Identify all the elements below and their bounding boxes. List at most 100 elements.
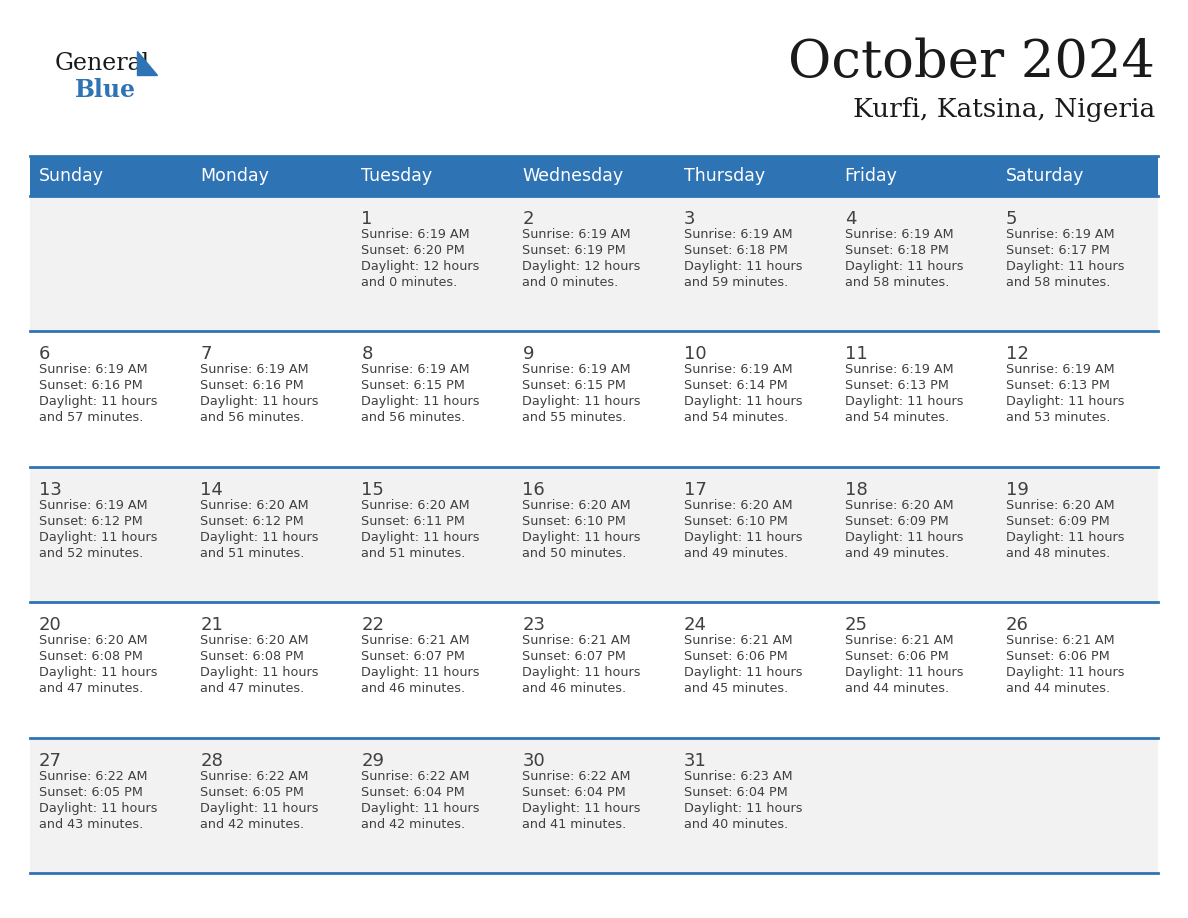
- Text: Sunrise: 6:19 AM: Sunrise: 6:19 AM: [361, 228, 470, 241]
- Text: Sunrise: 6:20 AM: Sunrise: 6:20 AM: [1006, 498, 1114, 512]
- Text: Sunrise: 6:20 AM: Sunrise: 6:20 AM: [523, 498, 631, 512]
- Text: Sunday: Sunday: [39, 167, 105, 185]
- Text: Daylight: 11 hours: Daylight: 11 hours: [200, 396, 318, 409]
- Text: Daylight: 11 hours: Daylight: 11 hours: [845, 531, 963, 543]
- Text: Daylight: 11 hours: Daylight: 11 hours: [1006, 396, 1124, 409]
- Text: Daylight: 11 hours: Daylight: 11 hours: [39, 801, 158, 814]
- Text: Daylight: 11 hours: Daylight: 11 hours: [200, 531, 318, 543]
- Text: 8: 8: [361, 345, 373, 364]
- Text: and 0 minutes.: and 0 minutes.: [361, 276, 457, 289]
- Text: 30: 30: [523, 752, 545, 769]
- Text: Sunrise: 6:19 AM: Sunrise: 6:19 AM: [845, 228, 953, 241]
- Text: Sunrise: 6:21 AM: Sunrise: 6:21 AM: [523, 634, 631, 647]
- Bar: [30, 156, 1158, 196]
- Text: and 45 minutes.: and 45 minutes.: [683, 682, 788, 695]
- Text: 12: 12: [1006, 345, 1029, 364]
- Text: and 44 minutes.: and 44 minutes.: [845, 682, 949, 695]
- Text: Daylight: 11 hours: Daylight: 11 hours: [683, 531, 802, 543]
- Text: Sunset: 6:05 PM: Sunset: 6:05 PM: [39, 786, 143, 799]
- Text: and 58 minutes.: and 58 minutes.: [845, 276, 949, 289]
- Text: Sunset: 6:04 PM: Sunset: 6:04 PM: [523, 786, 626, 799]
- Text: Sunset: 6:12 PM: Sunset: 6:12 PM: [200, 515, 304, 528]
- Text: 25: 25: [845, 616, 867, 634]
- Text: and 57 minutes.: and 57 minutes.: [39, 411, 144, 424]
- Text: Daylight: 11 hours: Daylight: 11 hours: [39, 396, 158, 409]
- Text: Sunset: 6:08 PM: Sunset: 6:08 PM: [39, 650, 143, 663]
- Text: 4: 4: [845, 210, 857, 228]
- Text: and 49 minutes.: and 49 minutes.: [845, 547, 949, 560]
- Text: Sunrise: 6:22 AM: Sunrise: 6:22 AM: [39, 769, 147, 783]
- Text: Sunrise: 6:19 AM: Sunrise: 6:19 AM: [361, 364, 470, 376]
- Text: Daylight: 11 hours: Daylight: 11 hours: [845, 260, 963, 273]
- Text: 26: 26: [1006, 616, 1029, 634]
- Text: Sunrise: 6:22 AM: Sunrise: 6:22 AM: [523, 769, 631, 783]
- Text: Sunrise: 6:19 AM: Sunrise: 6:19 AM: [683, 364, 792, 376]
- Text: Sunrise: 6:20 AM: Sunrise: 6:20 AM: [200, 498, 309, 512]
- Text: 16: 16: [523, 481, 545, 498]
- Text: and 47 minutes.: and 47 minutes.: [39, 682, 144, 695]
- Text: General: General: [55, 51, 150, 74]
- Text: Daylight: 11 hours: Daylight: 11 hours: [361, 531, 480, 543]
- Text: and 54 minutes.: and 54 minutes.: [683, 411, 788, 424]
- Text: 5: 5: [1006, 210, 1017, 228]
- Text: Sunrise: 6:19 AM: Sunrise: 6:19 AM: [39, 364, 147, 376]
- Bar: [30, 466, 1158, 602]
- Text: and 51 minutes.: and 51 minutes.: [361, 547, 466, 560]
- Text: Sunset: 6:20 PM: Sunset: 6:20 PM: [361, 244, 465, 257]
- Text: Sunset: 6:07 PM: Sunset: 6:07 PM: [523, 650, 626, 663]
- Text: 1: 1: [361, 210, 373, 228]
- Text: Sunset: 6:10 PM: Sunset: 6:10 PM: [523, 515, 626, 528]
- Text: Daylight: 11 hours: Daylight: 11 hours: [1006, 531, 1124, 543]
- Text: Daylight: 11 hours: Daylight: 11 hours: [1006, 260, 1124, 273]
- Text: Sunset: 6:15 PM: Sunset: 6:15 PM: [523, 379, 626, 392]
- Text: Daylight: 11 hours: Daylight: 11 hours: [683, 666, 802, 679]
- Text: Sunrise: 6:19 AM: Sunrise: 6:19 AM: [1006, 228, 1114, 241]
- Text: Sunrise: 6:23 AM: Sunrise: 6:23 AM: [683, 769, 792, 783]
- Text: 20: 20: [39, 616, 62, 634]
- Text: Daylight: 12 hours: Daylight: 12 hours: [523, 260, 640, 273]
- Text: and 42 minutes.: and 42 minutes.: [361, 818, 466, 831]
- Text: Sunset: 6:06 PM: Sunset: 6:06 PM: [1006, 650, 1110, 663]
- Text: and 56 minutes.: and 56 minutes.: [361, 411, 466, 424]
- Bar: [30, 196, 1158, 331]
- Text: Daylight: 11 hours: Daylight: 11 hours: [523, 396, 642, 409]
- Text: Sunset: 6:13 PM: Sunset: 6:13 PM: [845, 379, 948, 392]
- Text: 13: 13: [39, 481, 62, 498]
- Text: Daylight: 11 hours: Daylight: 11 hours: [523, 666, 642, 679]
- Text: and 58 minutes.: and 58 minutes.: [1006, 276, 1111, 289]
- Text: and 40 minutes.: and 40 minutes.: [683, 818, 788, 831]
- Text: Sunset: 6:17 PM: Sunset: 6:17 PM: [1006, 244, 1110, 257]
- Text: 31: 31: [683, 752, 707, 769]
- Text: Sunset: 6:12 PM: Sunset: 6:12 PM: [39, 515, 143, 528]
- Text: 27: 27: [39, 752, 62, 769]
- Text: 14: 14: [200, 481, 223, 498]
- Text: Sunset: 6:13 PM: Sunset: 6:13 PM: [1006, 379, 1110, 392]
- Text: and 48 minutes.: and 48 minutes.: [1006, 547, 1110, 560]
- Bar: [30, 331, 1158, 466]
- Text: and 43 minutes.: and 43 minutes.: [39, 818, 144, 831]
- Text: October 2024: October 2024: [788, 38, 1155, 88]
- Text: Daylight: 12 hours: Daylight: 12 hours: [361, 260, 480, 273]
- Text: Sunset: 6:10 PM: Sunset: 6:10 PM: [683, 515, 788, 528]
- Text: Daylight: 11 hours: Daylight: 11 hours: [683, 260, 802, 273]
- Text: Daylight: 11 hours: Daylight: 11 hours: [523, 801, 642, 814]
- Text: Sunset: 6:18 PM: Sunset: 6:18 PM: [683, 244, 788, 257]
- Text: Sunset: 6:09 PM: Sunset: 6:09 PM: [1006, 515, 1110, 528]
- Text: Sunset: 6:11 PM: Sunset: 6:11 PM: [361, 515, 466, 528]
- Text: and 47 minutes.: and 47 minutes.: [200, 682, 304, 695]
- Text: Sunset: 6:18 PM: Sunset: 6:18 PM: [845, 244, 948, 257]
- Text: Sunrise: 6:21 AM: Sunrise: 6:21 AM: [683, 634, 792, 647]
- Text: Daylight: 11 hours: Daylight: 11 hours: [361, 396, 480, 409]
- Text: Sunset: 6:04 PM: Sunset: 6:04 PM: [683, 786, 788, 799]
- Text: Thursday: Thursday: [683, 167, 765, 185]
- Text: Daylight: 11 hours: Daylight: 11 hours: [200, 666, 318, 679]
- Text: 24: 24: [683, 616, 707, 634]
- Text: 28: 28: [200, 752, 223, 769]
- Text: and 46 minutes.: and 46 minutes.: [523, 682, 626, 695]
- Text: Sunrise: 6:20 AM: Sunrise: 6:20 AM: [361, 498, 470, 512]
- Text: Blue: Blue: [75, 78, 135, 102]
- Text: 21: 21: [200, 616, 223, 634]
- Text: Daylight: 11 hours: Daylight: 11 hours: [200, 801, 318, 814]
- Text: and 49 minutes.: and 49 minutes.: [683, 547, 788, 560]
- Text: Daylight: 11 hours: Daylight: 11 hours: [361, 666, 480, 679]
